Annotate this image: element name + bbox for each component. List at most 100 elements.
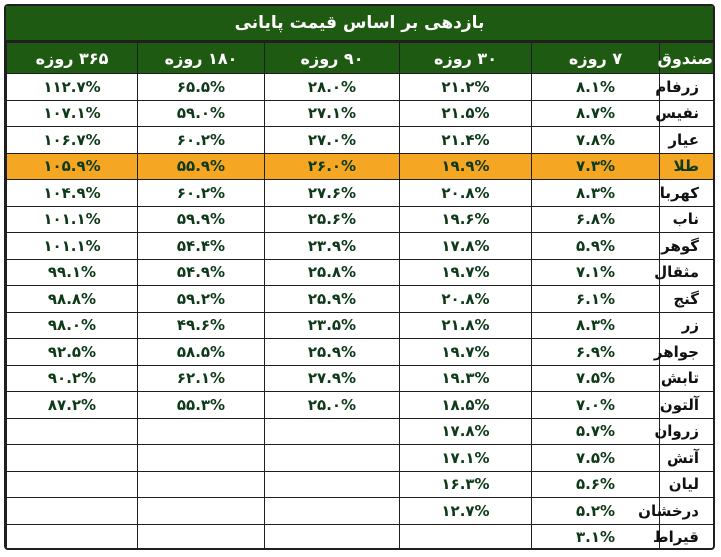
- cell-365-day: [6, 417, 138, 445]
- table-row: زرفام ۸.۱% ۲۱.۲% ۲۸.۰% ۶۵.۵% ۱۱۲.۷%: [6, 73, 713, 101]
- cell-30-day: ۲۱.۲%: [399, 73, 532, 101]
- table-row: طلا ۷.۳% ۱۹.۹% ۲۶.۰% ۵۵.۹% ۱۰۵.۹%: [6, 152, 713, 180]
- cell-fund: مثقال: [654, 258, 713, 286]
- cell-30-day: ۱۹.۹%: [399, 152, 532, 180]
- cell-365-day: ۱۰۵.۹%: [6, 152, 138, 180]
- cell-fund: قیراط: [653, 523, 713, 548]
- header-90-day: ۹۰ روزه: [264, 42, 400, 74]
- cell-365-day: ۹۸.۰%: [6, 311, 138, 339]
- table-row: جواهر ۶.۹% ۱۹.۷% ۲۵.۹% ۵۸.۵% ۹۲.۵%: [6, 338, 713, 366]
- cell-90-day: [264, 470, 400, 498]
- cell-fund: ناب: [659, 205, 713, 233]
- cell-90-day: ۲۵.۰%: [264, 391, 400, 419]
- table-row: مثقال ۷.۱% ۱۹.۷% ۲۵.۸% ۵۴.۹% ۹۹.۱%: [6, 258, 713, 286]
- cell-180-day: [137, 470, 265, 498]
- cell-fund: گوهر: [659, 232, 713, 260]
- cell-fund: تابش: [659, 364, 713, 392]
- cell-90-day: ۲۸.۰%: [264, 73, 400, 101]
- cell-7-day: ۵.۶%: [531, 470, 660, 498]
- header-fund: صندوق: [658, 42, 713, 74]
- cell-fund: زروان: [654, 417, 713, 445]
- cell-30-day: ۱۹.۷%: [399, 338, 532, 366]
- table-row: آلتون ۷.۰% ۱۸.۵% ۲۵.۰% ۵۵.۳% ۸۷.۲%: [6, 391, 713, 419]
- cell-90-day: ۲۵.۹%: [264, 338, 400, 366]
- cell-7-day: ۸.۱%: [531, 73, 660, 101]
- table-row: گوهر ۵.۹% ۱۷.۸% ۲۳.۹% ۵۴.۴% ۱۰۱.۱%: [6, 232, 713, 260]
- cell-30-day: ۱۸.۵%: [399, 391, 532, 419]
- header-30-day: ۳۰ روزه: [399, 42, 532, 74]
- table-row: آتش ۷.۵% ۱۷.۱%: [6, 444, 713, 472]
- cell-365-day: ۱۰۷.۱%: [6, 99, 138, 127]
- cell-7-day: ۷.۳%: [531, 152, 660, 180]
- cell-fund: درخشان: [638, 497, 713, 525]
- cell-90-day: [264, 523, 400, 548]
- table-row: درخشان ۵.۲% ۱۲.۷%: [6, 497, 713, 525]
- cell-365-day: ۹۲.۵%: [6, 338, 138, 366]
- cell-30-day: ۱۶.۳%: [399, 470, 532, 498]
- cell-90-day: [264, 497, 400, 525]
- cell-30-day: ۲۱.۵%: [399, 99, 532, 127]
- cell-180-day: ۵۹.۹%: [137, 205, 265, 233]
- cell-fund: طلا: [659, 152, 713, 180]
- cell-7-day: ۷.۰%: [531, 391, 660, 419]
- cell-7-day: ۷.۵%: [531, 364, 660, 392]
- table-row: گنج ۶.۱% ۲۰.۸% ۲۵.۹% ۵۹.۲% ۹۸.۸%: [6, 285, 713, 313]
- cell-30-day: ۲۱.۴%: [399, 126, 532, 154]
- cell-7-day: ۶.۹%: [531, 338, 660, 366]
- cell-180-day: ۵۸.۵%: [137, 338, 265, 366]
- cell-90-day: ۲۷.۰%: [264, 126, 400, 154]
- cell-fund: لیان: [659, 470, 713, 498]
- cell-365-day: ۱۰۱.۱%: [6, 232, 138, 260]
- header-180-day: ۱۸۰ روزه: [137, 42, 265, 74]
- cell-365-day: ۹۰.۲%: [6, 364, 138, 392]
- cell-30-day: ۱۷.۸%: [399, 232, 532, 260]
- cell-fund: زرفام: [655, 73, 713, 101]
- table-row: ناب ۶.۸% ۱۹.۶% ۲۵.۶% ۵۹.۹% ۱۰۱.۱%: [6, 205, 713, 233]
- cell-30-day: ۱۹.۶%: [399, 205, 532, 233]
- cell-180-day: [137, 444, 265, 472]
- table-row: زروان ۵.۷% ۱۷.۸%: [6, 417, 713, 445]
- table-row: نفیس ۸.۷% ۲۱.۵% ۲۷.۱% ۵۹.۰% ۱۰۷.۱%: [6, 99, 713, 127]
- table-row: قیراط ۳.۱%: [6, 523, 713, 548]
- cell-180-day: ۵۵.۳%: [137, 391, 265, 419]
- cell-180-day: ۶۵.۵%: [137, 73, 265, 101]
- cell-7-day: ۵.۷%: [531, 417, 660, 445]
- cell-90-day: ۲۳.۵%: [264, 311, 400, 339]
- cell-30-day: ۱۷.۱%: [399, 444, 532, 472]
- table-body: زرفام ۸.۱% ۲۱.۲% ۲۸.۰% ۶۵.۵% ۱۱۲.۷% نفیس ۸.۷% ۲۱…: [6, 73, 713, 548]
- cell-7-day: ۳.۱%: [531, 523, 660, 548]
- table-row: لیان ۵.۶% ۱۶.۳%: [6, 470, 713, 498]
- cell-7-day: ۶.۸%: [531, 205, 660, 233]
- cell-7-day: ۸.۳%: [531, 179, 660, 207]
- table-row: تابش ۷.۵% ۱۹.۳% ۲۷.۹% ۶۲.۱% ۹۰.۲%: [6, 364, 713, 392]
- cell-365-day: [6, 523, 138, 548]
- cell-90-day: [264, 444, 400, 472]
- cell-90-day: ۲۳.۹%: [264, 232, 400, 260]
- cell-180-day: ۶۰.۲%: [137, 126, 265, 154]
- cell-7-day: ۷.۱%: [531, 258, 660, 286]
- cell-fund: کهربا: [659, 179, 713, 207]
- cell-30-day: ۱۷.۸%: [399, 417, 532, 445]
- cell-90-day: ۲۵.۶%: [264, 205, 400, 233]
- cell-180-day: ۵۴.۴%: [137, 232, 265, 260]
- cell-365-day: [6, 470, 138, 498]
- cell-365-day: ۱۰۱.۱%: [6, 205, 138, 233]
- cell-fund: آتش: [659, 444, 713, 472]
- cell-7-day: ۷.۸%: [531, 126, 660, 154]
- cell-30-day: ۲۰.۸%: [399, 179, 532, 207]
- cell-fund: زر: [659, 311, 713, 339]
- header-7-day: ۷ روزه: [531, 42, 660, 74]
- cell-90-day: ۲۷.۶%: [264, 179, 400, 207]
- cell-365-day: ۹۹.۱%: [6, 258, 138, 286]
- cell-180-day: ۶۰.۲%: [137, 179, 265, 207]
- cell-365-day: ۱۰۶.۷%: [6, 126, 138, 154]
- cell-7-day: ۵.۲%: [531, 497, 660, 525]
- table-row: کهربا ۸.۳% ۲۰.۸% ۲۷.۶% ۶۰.۲% ۱۰۴.۹%: [6, 179, 713, 207]
- cell-365-day: ۱۱۲.۷%: [6, 73, 138, 101]
- cell-fund: گنج: [659, 285, 713, 313]
- cell-7-day: ۷.۵%: [531, 444, 660, 472]
- table-row: زر ۸.۳% ۲۱.۸% ۲۳.۵% ۴۹.۶% ۹۸.۰%: [6, 311, 713, 339]
- cell-180-day: ۶۲.۱%: [137, 364, 265, 392]
- cell-90-day: ۲۵.۸%: [264, 258, 400, 286]
- table-title: بازدهی بر اساس قیمت پایانی: [6, 6, 713, 42]
